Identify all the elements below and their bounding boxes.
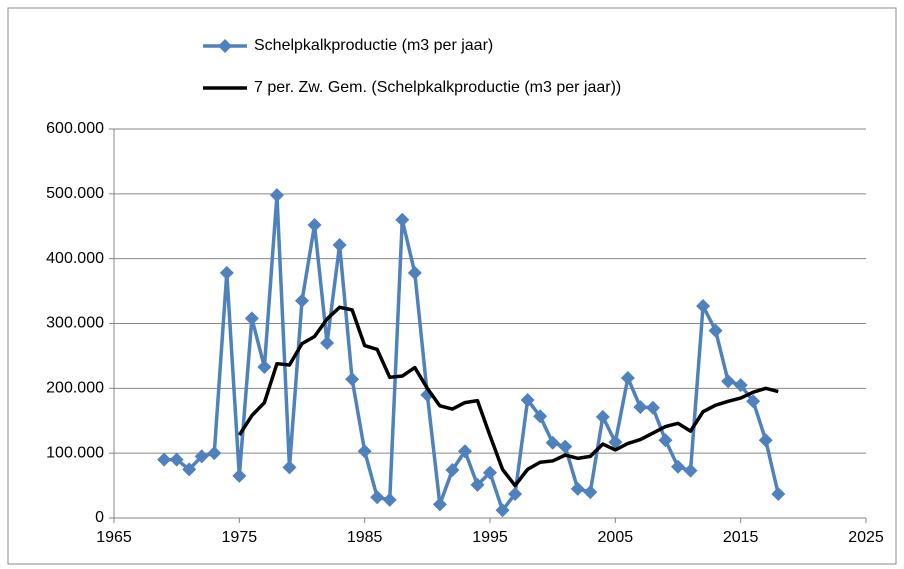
- x-tick-label: 1985: [347, 529, 383, 546]
- y-tick-label: 400.000: [46, 250, 104, 267]
- data-point: [207, 446, 222, 461]
- data-point: [320, 335, 335, 350]
- legend-label: 7 per. Zw. Gem. (Schelpkalkproductie (m3…: [254, 79, 621, 96]
- x-tick-label: 2015: [723, 529, 759, 546]
- data-point: [658, 433, 673, 448]
- data-point: [232, 468, 247, 483]
- y-tick-label: 500.000: [46, 185, 104, 202]
- data-point: [332, 238, 347, 253]
- data-point: [370, 490, 385, 505]
- data-point: [282, 460, 297, 475]
- data-point: [432, 497, 447, 512]
- data-point: [733, 378, 748, 393]
- data-point: [295, 293, 309, 308]
- data-point: [495, 503, 510, 518]
- data-point: [633, 400, 648, 415]
- data-point: [307, 217, 322, 232]
- data-point: [758, 433, 773, 448]
- legend-marker: [218, 39, 232, 53]
- data-point: [445, 463, 460, 478]
- x-tick-label: 1975: [222, 529, 258, 546]
- series-line: [237, 305, 779, 488]
- data-point: [620, 370, 635, 385]
- data-point: [671, 459, 685, 474]
- data-point: [457, 444, 472, 459]
- legend-label: Schelpkalkproductie (m3 per jaar): [254, 37, 493, 54]
- y-tick-label: 200.000: [46, 380, 104, 397]
- data-point: [407, 265, 422, 280]
- y-tick-label: 0: [95, 509, 104, 526]
- x-tick-label: 2025: [848, 529, 884, 546]
- data-point: [269, 188, 284, 203]
- x-tick-label: 1965: [96, 529, 132, 546]
- y-tick-label: 600.000: [46, 120, 104, 137]
- data-point: [533, 409, 548, 424]
- data-point: [244, 311, 259, 326]
- data-point: [545, 435, 560, 450]
- data-point: [382, 492, 397, 507]
- data-point: [395, 212, 410, 227]
- data-point: [520, 393, 535, 408]
- data-point: [219, 265, 234, 280]
- data-point: [194, 449, 209, 464]
- data-point: [345, 372, 360, 387]
- data-point: [696, 298, 711, 313]
- data-point: [608, 435, 623, 450]
- y-tick-label: 100.000: [46, 444, 104, 461]
- data-point: [595, 409, 610, 424]
- x-tick-label: 1995: [472, 529, 508, 546]
- data-point: [708, 323, 723, 338]
- data-point: [483, 465, 497, 480]
- y-tick-label: 300.000: [46, 315, 104, 332]
- data-point: [771, 487, 786, 502]
- data-point: [508, 487, 523, 502]
- data-point: [683, 463, 698, 478]
- data-point: [157, 452, 172, 467]
- data-point: [558, 439, 573, 454]
- data-point: [357, 444, 372, 459]
- data-point: [645, 400, 660, 415]
- data-point: [721, 374, 736, 389]
- data-point: [257, 359, 272, 374]
- data-point: [746, 394, 761, 409]
- data-point: [470, 477, 485, 492]
- data-point: [570, 481, 585, 496]
- data-point: [182, 462, 197, 477]
- data-point: [169, 452, 184, 467]
- x-tick-label: 2005: [598, 529, 634, 546]
- data-point: [583, 485, 598, 500]
